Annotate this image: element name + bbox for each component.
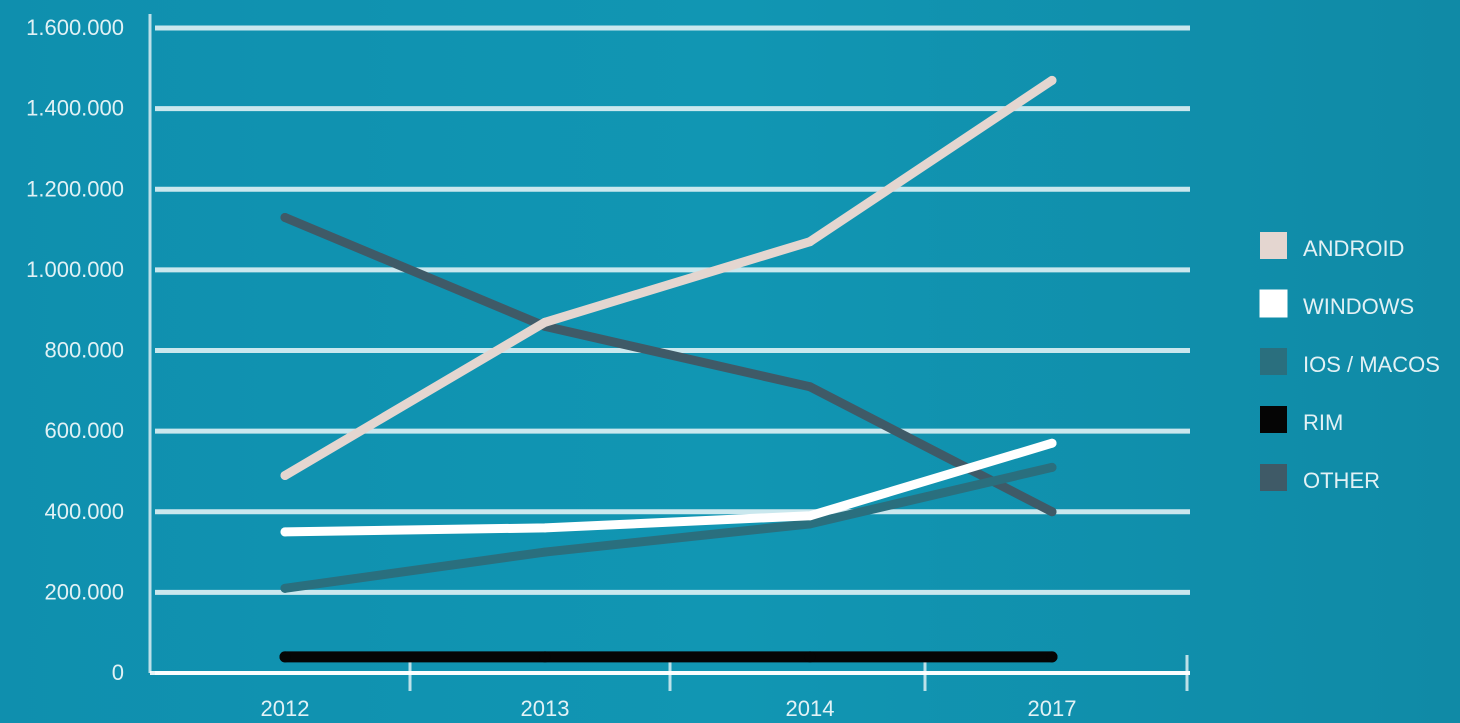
legend-swatch-rim bbox=[1260, 406, 1287, 433]
legend-label-rim: RIM bbox=[1303, 410, 1343, 435]
point-other-2017 bbox=[1047, 507, 1057, 517]
y-tick-label-6: 1.200.000 bbox=[26, 176, 124, 201]
point-other-2012 bbox=[280, 212, 290, 222]
y-tick-label-4: 800.000 bbox=[44, 338, 124, 363]
legend-swatch-other bbox=[1260, 464, 1287, 491]
x-tick-label-2017: 2017 bbox=[1028, 696, 1077, 721]
y-tick-label-8: 1.600.000 bbox=[26, 15, 124, 40]
y-tick-label-0: 0 bbox=[112, 660, 124, 685]
legend-label-ios-macos: IOS / MACOS bbox=[1303, 352, 1440, 377]
point-ios-macos-2017 bbox=[1047, 462, 1057, 472]
x-tick-label-2013: 2013 bbox=[521, 696, 570, 721]
point-windows-2012 bbox=[280, 527, 290, 537]
series-line-other bbox=[280, 212, 1057, 517]
x-tick-label-2012: 2012 bbox=[261, 696, 310, 721]
point-android-2013 bbox=[540, 317, 550, 327]
series-line-android bbox=[280, 75, 1057, 480]
y-tick-label-3: 600.000 bbox=[44, 418, 124, 443]
legend-swatch-ios-macos bbox=[1260, 348, 1287, 375]
point-windows-2013 bbox=[540, 523, 550, 533]
point-android-2014 bbox=[805, 237, 815, 247]
point-ios-macos-2012 bbox=[280, 583, 290, 593]
series-line-windows bbox=[280, 438, 1057, 537]
point-rim-2013 bbox=[539, 651, 551, 663]
point-ios-macos-2013 bbox=[540, 547, 550, 557]
point-rim-2012 bbox=[279, 651, 291, 663]
y-tick-label-7: 1.400.000 bbox=[26, 96, 124, 121]
legend-label-other: OTHER bbox=[1303, 468, 1380, 493]
legend-swatch-android bbox=[1260, 232, 1287, 259]
point-windows-2017 bbox=[1047, 438, 1057, 448]
point-windows-2014 bbox=[805, 511, 815, 521]
legend-swatch-windows bbox=[1259, 289, 1288, 318]
point-ios-macos-2014 bbox=[805, 519, 815, 529]
point-rim-2017 bbox=[1046, 651, 1058, 663]
y-tick-label-5: 1.000.000 bbox=[26, 257, 124, 282]
y-tick-label-1: 200.000 bbox=[44, 579, 124, 604]
legend-label-windows: WINDOWS bbox=[1303, 294, 1414, 319]
y-tick-label-2: 400.000 bbox=[44, 499, 124, 524]
point-other-2014 bbox=[805, 382, 815, 392]
point-android-2017 bbox=[1047, 75, 1057, 85]
x-tick-label-2014: 2014 bbox=[786, 696, 835, 721]
point-android-2012 bbox=[280, 470, 290, 480]
legend-label-android: ANDROID bbox=[1303, 236, 1404, 261]
series-line-ios-macos bbox=[280, 462, 1057, 593]
point-rim-2014 bbox=[804, 651, 816, 663]
